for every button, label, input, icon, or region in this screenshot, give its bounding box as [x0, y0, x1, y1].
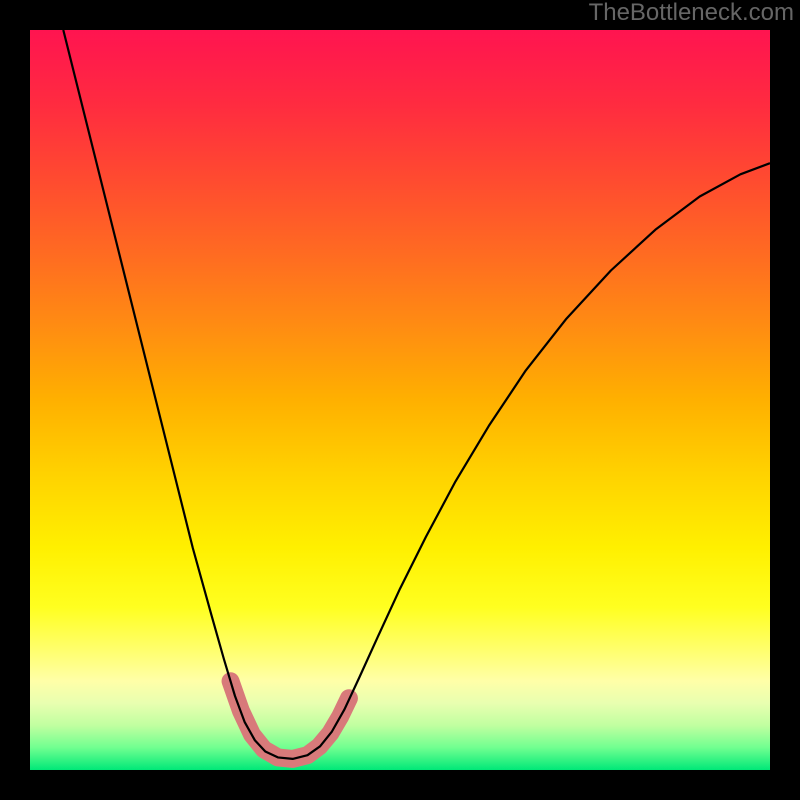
chart-frame: TheBottleneck.com: [0, 0, 800, 800]
gradient-background: [30, 30, 770, 770]
plot-svg: [30, 30, 770, 770]
plot-area: [30, 30, 770, 770]
watermark-text: TheBottleneck.com: [589, 0, 794, 26]
